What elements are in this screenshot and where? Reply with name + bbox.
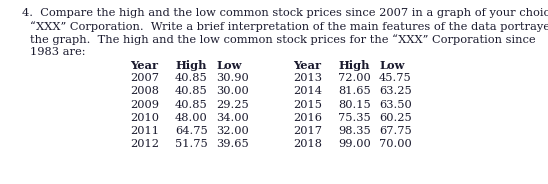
Text: 72.00: 72.00: [338, 73, 371, 83]
Text: the graph.  The high and the low common stock prices for the “XXX” Corporation s: the graph. The high and the low common s…: [30, 34, 535, 45]
Text: High: High: [338, 60, 369, 71]
Text: Year: Year: [130, 60, 158, 71]
Text: 40.85: 40.85: [175, 73, 208, 83]
Text: 75.35: 75.35: [338, 113, 371, 123]
Text: 4.  Compare the high and the low common stock prices since 2007 in a graph of yo: 4. Compare the high and the low common s…: [22, 8, 548, 18]
Text: 60.25: 60.25: [379, 113, 412, 123]
Text: 30.90: 30.90: [216, 73, 249, 83]
Text: 29.25: 29.25: [216, 100, 249, 110]
Text: 2010: 2010: [130, 113, 159, 123]
Text: “XXX” Corporation.  Write a brief interpretation of the main features of the dat: “XXX” Corporation. Write a brief interpr…: [30, 21, 548, 32]
Text: Low: Low: [216, 60, 241, 71]
Text: 40.85: 40.85: [175, 86, 208, 96]
Text: 39.65: 39.65: [216, 139, 249, 149]
Text: 40.85: 40.85: [175, 100, 208, 110]
Text: 2011: 2011: [130, 126, 159, 136]
Text: 48.00: 48.00: [175, 113, 208, 123]
Text: 80.15: 80.15: [338, 100, 371, 110]
Text: 45.75: 45.75: [379, 73, 412, 83]
Text: 2014: 2014: [293, 86, 322, 96]
Text: 30.00: 30.00: [216, 86, 249, 96]
Text: Year: Year: [293, 60, 321, 71]
Text: 2008: 2008: [130, 86, 159, 96]
Text: 63.50: 63.50: [379, 100, 412, 110]
Text: High: High: [175, 60, 207, 71]
Text: 32.00: 32.00: [216, 126, 249, 136]
Text: 2015: 2015: [293, 100, 322, 110]
Text: 2017: 2017: [293, 126, 322, 136]
Text: 70.00: 70.00: [379, 139, 412, 149]
Text: 2013: 2013: [293, 73, 322, 83]
Text: 64.75: 64.75: [175, 126, 208, 136]
Text: 81.65: 81.65: [338, 86, 371, 96]
Text: 1983 are:: 1983 are:: [30, 47, 85, 57]
Text: 2018: 2018: [293, 139, 322, 149]
Text: 34.00: 34.00: [216, 113, 249, 123]
Text: 51.75: 51.75: [175, 139, 208, 149]
Text: 63.25: 63.25: [379, 86, 412, 96]
Text: 98.35: 98.35: [338, 126, 371, 136]
Text: 2007: 2007: [130, 73, 159, 83]
Text: 2016: 2016: [293, 113, 322, 123]
Text: Low: Low: [379, 60, 404, 71]
Text: 67.75: 67.75: [379, 126, 412, 136]
Text: 99.00: 99.00: [338, 139, 371, 149]
Text: 2009: 2009: [130, 100, 159, 110]
Text: 2012: 2012: [130, 139, 159, 149]
